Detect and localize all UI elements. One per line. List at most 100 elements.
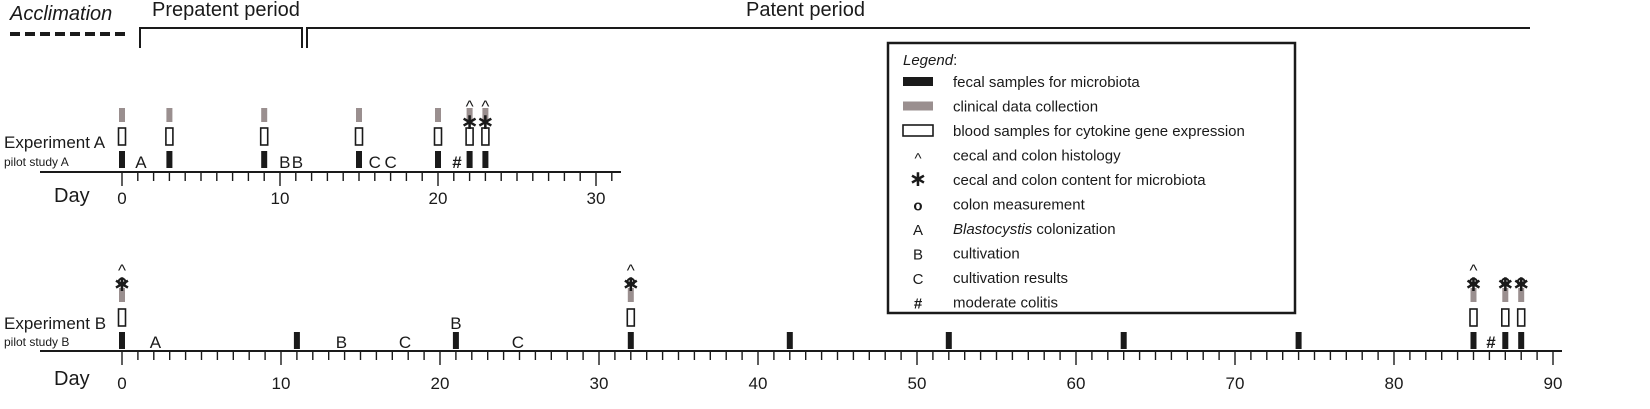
experiment-a-title: Experiment A xyxy=(4,133,106,152)
experiment-a-tick-label: 30 xyxy=(587,189,606,208)
experiment-b-tick-label: 80 xyxy=(1385,374,1404,393)
experiment-b-colon-measurement-mark xyxy=(1516,277,1526,287)
experiment-a: Experiment A pilot study A Day 0 10 20 30 ∗… xyxy=(4,97,621,208)
experiment-a-tick-label: 0 xyxy=(117,189,126,208)
legend-label: cultivation xyxy=(953,246,1020,263)
legend-row-letter: A Blastocystis colonization xyxy=(913,221,1116,239)
experiment-b-content-microbiota-mark: ∗ xyxy=(622,271,640,296)
experiment-b-event-letter: C xyxy=(399,333,411,352)
legend-row-blood: blood samples for cytokine gene expressi… xyxy=(902,123,1245,140)
legend-row-fecal: fecal samples for microbiota xyxy=(903,74,1140,91)
experiment-a-clinical-data-mark xyxy=(261,108,268,122)
legend-label: colon measurement xyxy=(953,197,1086,214)
blood-sample-swatch xyxy=(902,124,934,137)
experiment-a-event-letter: A xyxy=(135,153,147,172)
experiment-a-blood-sample-mark xyxy=(481,127,490,146)
experiment-b-colitis-mark: # xyxy=(1486,333,1496,352)
period-header: Acclimation Prepatent period Patent peri… xyxy=(9,0,1530,48)
experiment-b-blood-sample-mark xyxy=(1516,308,1526,327)
experiment-b-tick-label: 30 xyxy=(590,374,609,393)
experiment-a-content-microbiota-mark: ∗ xyxy=(460,109,478,134)
experiment-b-tick-label: 70 xyxy=(1226,374,1245,393)
experiment-b-tick-label: 90 xyxy=(1544,374,1563,393)
experiment-a-fecal-sample-mark xyxy=(166,151,173,168)
prepatent-label: Prepatent period xyxy=(152,0,300,21)
experiment-a-blood-sample-mark xyxy=(433,127,443,146)
experiment-a-event-letter: B xyxy=(279,153,290,172)
experiment-b-tick-label: 60 xyxy=(1067,374,1086,393)
experiment-b-clinical-data-mark xyxy=(1518,288,1525,302)
legend: Legend: fecal samples for microbiota clin… xyxy=(886,41,1297,315)
patent-label: Patent period xyxy=(746,0,865,21)
experiment-b-event-letter: B xyxy=(336,333,347,352)
legend-label: cultivation results xyxy=(953,270,1068,287)
legend-label: Blastocystis colonization xyxy=(953,221,1116,238)
experiment-a-event-letter: C xyxy=(384,153,396,172)
experiment-a-fecal-sample-mark xyxy=(356,151,362,168)
legend-label: fecal samples for microbiota xyxy=(953,74,1140,91)
experiment-b-tick-label: 20 xyxy=(431,374,450,393)
experiment-b-tick-label: 0 xyxy=(117,374,126,393)
legend-symbol: o xyxy=(913,198,922,215)
experiment-b-fecal-sample-mark xyxy=(1502,332,1509,349)
experiment-a-fecal-sample-mark xyxy=(482,151,489,168)
legend-symbol: ∗ xyxy=(909,166,927,191)
experiment-a-clinical-data-mark xyxy=(482,108,489,122)
experiment-a-tick-label: 20 xyxy=(429,189,448,208)
acclimation-label: Acclimation xyxy=(9,3,112,25)
experiment-a-blood-sample-mark xyxy=(465,127,474,146)
experiment-a-blood-sample-mark xyxy=(259,127,269,146)
experiment-b-fecal-sample-mark xyxy=(1518,332,1525,349)
experiment-b-fecal-sample-mark xyxy=(945,332,952,349)
experiment-a-fecal-sample-mark xyxy=(435,151,441,168)
experiment-b: Experiment B pilot study B Day 0 10 20 30 40… xyxy=(4,261,1562,393)
experiment-b-content-microbiota-mark: ∗ xyxy=(113,271,131,296)
experiment-b-colon-measurement-mark xyxy=(1469,277,1478,287)
experiment-b-fecal-sample-mark xyxy=(1120,332,1127,349)
experiment-b-fecal-sample-mark xyxy=(293,332,300,349)
experiment-b-blood-sample-mark xyxy=(117,308,127,327)
experiment-b-tick-label: 10 xyxy=(272,374,291,393)
experiment-b-tick-label: 50 xyxy=(908,374,927,393)
clinical-data-swatch xyxy=(903,101,933,111)
experiment-a-fecal-sample-mark xyxy=(466,151,473,168)
experiment-b-ticks: 0 10 20 30 40 50 60 70 80 90 xyxy=(117,351,1562,393)
experiment-a-clinical-data-mark xyxy=(356,108,362,122)
legend-label: moderate colitis xyxy=(953,295,1058,312)
experiment-b-fecal-sample-mark xyxy=(452,332,459,349)
experiment-b-content-microbiota-mark: ∗ xyxy=(1464,271,1482,296)
experiment-b-clinical-data-mark xyxy=(627,288,634,302)
experiment-b-colon-measurement-mark xyxy=(117,277,127,287)
legend-symbol: B xyxy=(913,247,923,264)
experiment-b-blood-sample-mark xyxy=(626,308,636,327)
experiment-a-ticks: 0 10 20 30 xyxy=(117,172,613,208)
legend-items: fecal samples for microbiota clinical dat… xyxy=(902,74,1245,313)
experiment-b-title: Experiment B xyxy=(4,314,106,333)
experiment-a-content-microbiota-mark: ∗ xyxy=(476,109,494,134)
experiment-b-histology-mark: ^ xyxy=(118,261,126,280)
experiment-b-blood-sample-mark xyxy=(1469,308,1478,327)
experiment-b-fecal-sample-mark xyxy=(119,332,125,349)
legend-row-star: ∗ cecal and colon content for microbiota xyxy=(909,166,1207,191)
experiment-b-clinical-data-mark xyxy=(1470,288,1477,302)
experiment-a-histology-mark: ^ xyxy=(481,97,489,116)
experiment-a-histology-mark: ^ xyxy=(466,97,474,116)
legend-symbol: # xyxy=(914,296,923,313)
experiment-a-marks: ∗∗^ ^ A B B C C # xyxy=(117,97,495,172)
experiment-a-clinical-data-mark xyxy=(466,108,473,122)
fecal-sample-swatch xyxy=(903,77,933,86)
experiment-b-content-microbiota-mark: ∗ xyxy=(1496,271,1514,296)
legend-label: cecal and colon content for microbiota xyxy=(953,172,1206,189)
experiment-a-blood-sample-mark xyxy=(165,127,174,146)
legend-label: clinical data collection xyxy=(953,99,1098,116)
experiment-b-event-letter: C xyxy=(512,333,524,352)
experiment-a-fecal-sample-mark xyxy=(261,151,268,168)
legend-symbol: ^ xyxy=(914,151,921,168)
experiment-b-fecal-sample-mark xyxy=(1295,332,1302,349)
experiment-b-day-label: Day xyxy=(54,368,90,390)
legend-row-hash: # moderate colitis xyxy=(914,295,1058,313)
legend-row-circle: o colon measurement xyxy=(913,197,1085,215)
